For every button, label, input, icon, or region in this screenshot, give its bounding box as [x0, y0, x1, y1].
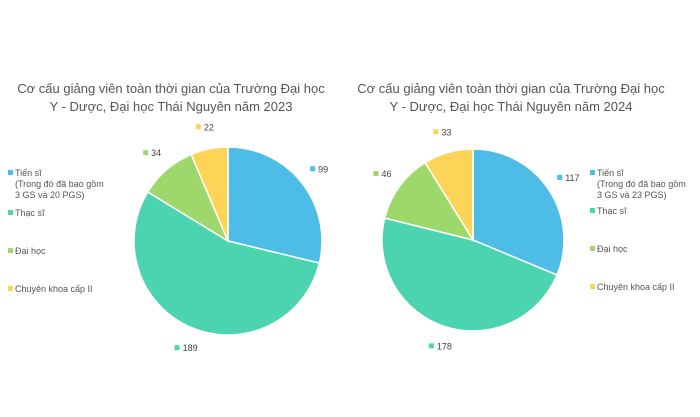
legend-label-text: Thạc sĩ [597, 206, 627, 216]
data-label-value: 46 [382, 169, 392, 179]
legend-swatch [590, 208, 595, 213]
legend-label: Chuyên khoa cấp II [597, 282, 700, 293]
legend-label: Đại học [15, 246, 127, 257]
data-label-marker [143, 150, 149, 156]
pie-slice-thac-si [133, 191, 321, 336]
legend-label-note: 3 GS và 23 PGS) [597, 190, 667, 200]
legend-label: Thạc sĩ [597, 206, 700, 217]
legend-label-text: Tiến sĩ [597, 168, 624, 178]
data-label-marker [373, 171, 379, 177]
legend-swatch [8, 170, 13, 175]
chart-title-2023: Cơ cấu giảng viên toàn thời gian của Trư… [17, 81, 325, 114]
pie-slice-chuyen-khoa-cap-ii [424, 148, 474, 243]
legend-label: Đại học [597, 244, 700, 255]
data-label-marker [428, 343, 434, 349]
data-label-thac-si: 178 [428, 341, 452, 351]
data-label-chuyen-khoa-cap-ii: 33 [433, 127, 451, 137]
pie-slice-tien-si [227, 146, 323, 265]
legend-swatch [590, 284, 595, 289]
data-label-tien-si: 99 [310, 164, 328, 174]
pie-2023-svg: 99 189 34 22 [133, 122, 328, 353]
data-label-value: 178 [437, 341, 452, 351]
pie-slice-dai-hoc [383, 161, 475, 242]
legend-swatch [8, 248, 13, 253]
legend-swatch [590, 246, 595, 251]
legend-label-text: Đại học [15, 246, 46, 256]
pie-chart-2023: Cơ cấu giảng viên toàn thời gian của Trư… [8, 81, 328, 353]
data-label-marker [557, 174, 563, 180]
legend-swatch [8, 210, 13, 215]
legend-swatch [590, 170, 595, 175]
data-label-value: 22 [204, 122, 214, 132]
legend-label-note: (Trong đó đã bao gồm [15, 179, 104, 189]
data-label-thac-si: 189 [174, 343, 198, 353]
legend-label-text: Chuyên khoa cấp II [15, 284, 93, 294]
data-label-marker [433, 129, 439, 135]
pie-slice-chuyen-khoa-cap-ii [190, 146, 229, 242]
data-label-marker [195, 124, 201, 130]
legend-swatch [8, 286, 13, 291]
legend-label-text: Tiến sĩ [15, 168, 42, 178]
pie-2024-svg: 117 178 46 33 [373, 127, 580, 351]
data-label-value: 99 [318, 164, 328, 174]
legend-label: Tiến sĩ (Trong đó đã bao gồm 3 GS và 23 PG… [597, 168, 700, 201]
data-label-dai-hoc: 34 [143, 148, 161, 158]
data-label-marker [174, 345, 180, 351]
pie-chart-2024: Cơ cấu giảng viên toàn thời gian của Trư… [350, 0, 700, 417]
legend-label: Thạc sĩ [15, 208, 127, 219]
data-label-value: 33 [441, 127, 451, 137]
data-label-tien-si: 117 [557, 173, 580, 183]
data-label-value: 117 [565, 173, 579, 183]
legend-label-text: Chuyên khoa cấp II [597, 282, 675, 292]
legend-label: Tiến sĩ (Trong đó đã bao gồm 3 GS và 20 PG… [15, 168, 127, 201]
data-label-chuyen-khoa-cap-ii: 22 [195, 122, 214, 132]
legend-label-text: Đại học [597, 244, 628, 254]
chart-title-2024: Cơ cấu giảng viên toàn thời gian của Trư… [357, 81, 665, 114]
pie-slice-tien-si [472, 148, 565, 276]
pie-slice-thac-si [381, 217, 558, 332]
legend-label: Chuyên khoa cấp II [15, 284, 127, 295]
data-label-marker [310, 166, 316, 172]
data-label-dai-hoc: 46 [373, 169, 392, 179]
legend-label-text: Thạc sĩ [15, 208, 45, 218]
legend-label-note: (Trong đó đã bao gồm [597, 179, 686, 189]
legend-label-note: 3 GS và 20 PGS) [15, 190, 85, 200]
data-label-value: 34 [151, 148, 161, 158]
data-label-value: 189 [183, 343, 198, 353]
